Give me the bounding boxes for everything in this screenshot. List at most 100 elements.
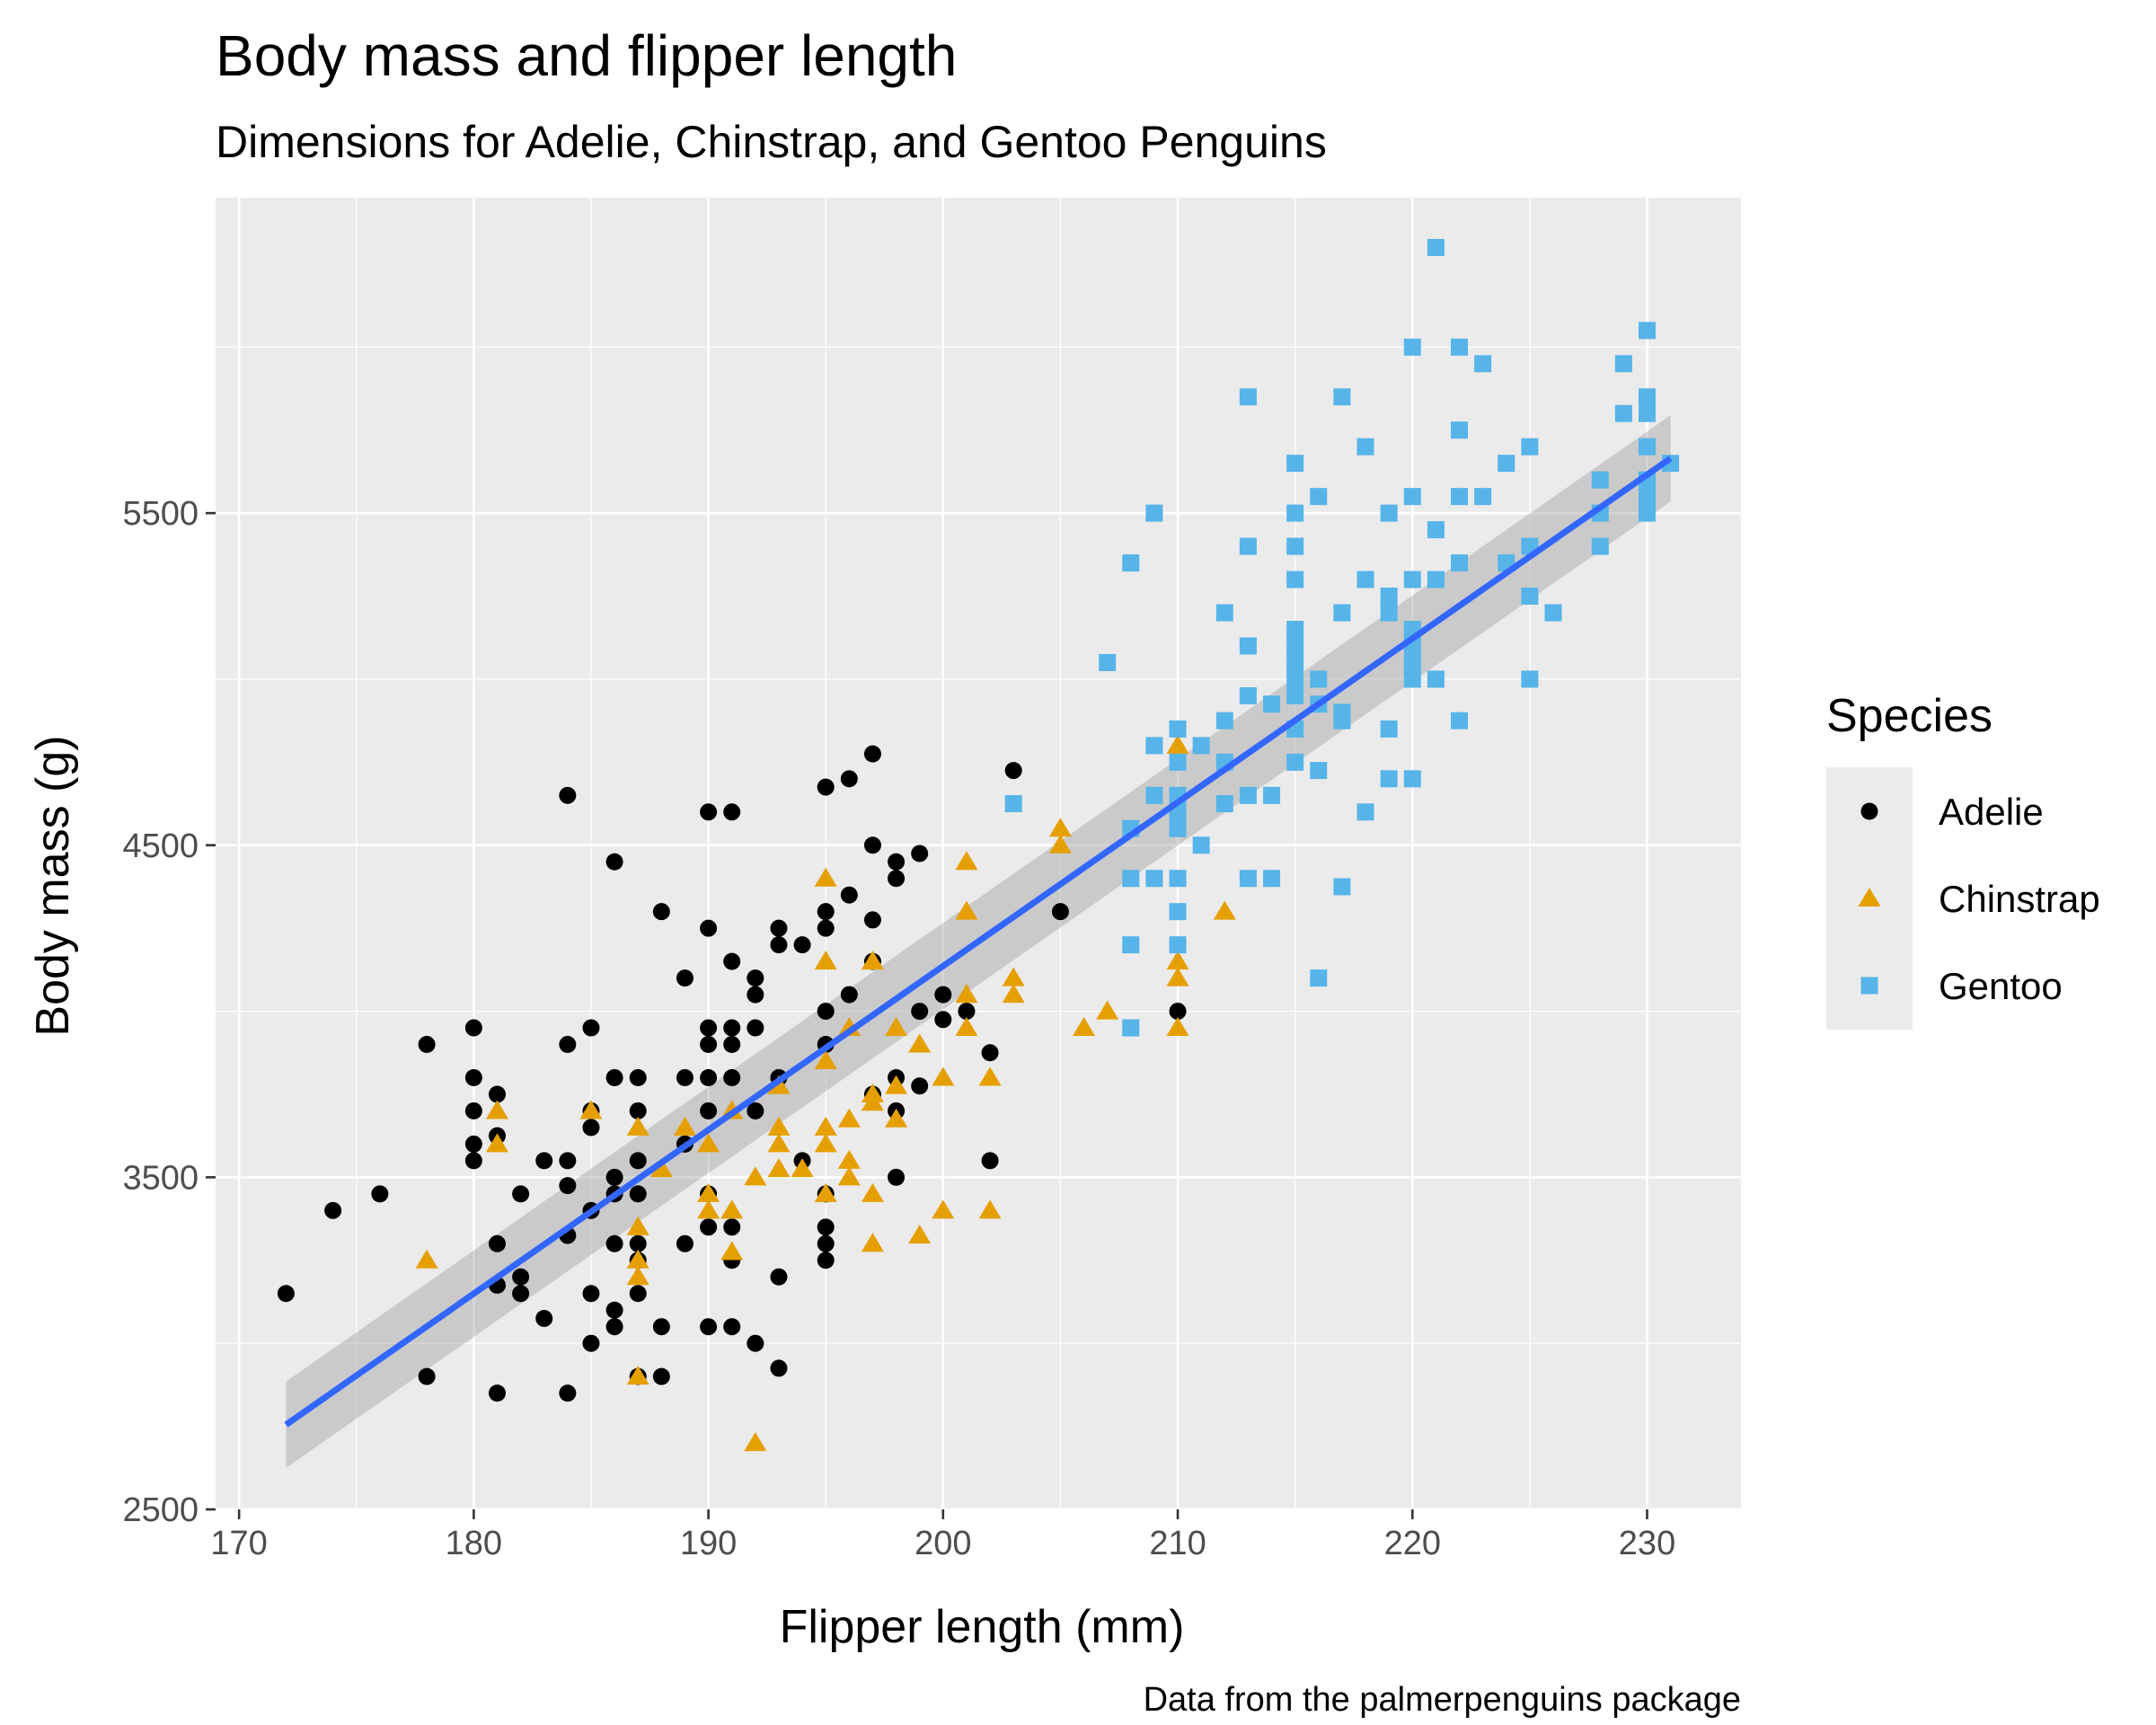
gentoo-point xyxy=(1521,438,1539,456)
gentoo-point xyxy=(1122,1019,1140,1037)
adelie-point xyxy=(324,1201,342,1219)
gentoo-point xyxy=(1380,720,1398,738)
series-gentoo xyxy=(1004,238,1680,1037)
legend-label-gentoo: Gentoo xyxy=(1939,965,2063,1007)
chinstrap-point xyxy=(626,1266,649,1286)
adelie-point xyxy=(559,1036,577,1054)
chinstrap-point xyxy=(814,1116,837,1136)
chinstrap-point xyxy=(626,1216,649,1235)
adelie-point xyxy=(605,1234,623,1252)
chinstrap-point xyxy=(697,1182,720,1202)
gentoo-point xyxy=(1004,795,1022,813)
chinstrap-point xyxy=(1213,900,1236,920)
x-tick-label: 190 xyxy=(680,1525,737,1562)
adelie-point xyxy=(559,786,577,804)
adelie-point xyxy=(700,1218,718,1236)
gentoo-point xyxy=(1356,571,1374,588)
chinstrap-point xyxy=(791,1158,814,1178)
gentoo-point xyxy=(1239,870,1257,888)
adelie-point xyxy=(605,1318,623,1336)
chinstrap-point xyxy=(932,1199,955,1219)
adelie-point xyxy=(629,1285,647,1303)
regression-line xyxy=(284,456,1673,1428)
gentoo-point xyxy=(1380,588,1398,606)
y-tick-label: 2500 xyxy=(122,1491,199,1529)
adelie-point xyxy=(981,1152,999,1170)
gentoo-point xyxy=(1286,753,1304,771)
gentoo-point xyxy=(1310,762,1328,780)
chart-subtitle: Dimensions for Adelie, Chinstrap, and Ge… xyxy=(216,117,1327,167)
y-tick-label: 3500 xyxy=(122,1159,199,1197)
gentoo-point xyxy=(1263,695,1281,713)
adelie-point xyxy=(464,1101,482,1119)
chinstrap-point xyxy=(1048,834,1072,854)
chinstrap-point xyxy=(485,1133,508,1153)
gentoo-point xyxy=(1591,537,1609,555)
adelie-point xyxy=(582,1119,600,1137)
chinstrap-point xyxy=(767,1158,791,1178)
gentoo-point xyxy=(1639,404,1657,422)
x-tick-label: 210 xyxy=(1149,1525,1206,1562)
chinstrap-point xyxy=(415,1249,438,1269)
legend-label-chinstrap: Chinstrap xyxy=(1939,878,2100,920)
gentoo-point xyxy=(1403,770,1421,788)
adelie-point xyxy=(911,1077,929,1095)
gentoo-point xyxy=(1451,338,1469,356)
adelie-point xyxy=(770,919,788,937)
adelie-point xyxy=(629,1152,647,1170)
chinstrap-point xyxy=(814,1050,837,1070)
gentoo-point xyxy=(1286,621,1304,639)
adelie-point xyxy=(793,936,811,954)
gentoo-point xyxy=(1192,737,1210,755)
gentoo-point xyxy=(1498,455,1515,473)
adelie-point xyxy=(512,1185,530,1203)
chart-caption: Data from the palmerpenguins package xyxy=(1144,1681,1741,1719)
gentoo-point xyxy=(1544,604,1562,622)
gentoo-point xyxy=(1403,338,1421,356)
adelie-point xyxy=(888,870,906,888)
gentoo-point xyxy=(1333,604,1351,622)
chinstrap-point xyxy=(1166,734,1189,754)
gentoo-point xyxy=(1239,686,1257,704)
gentoo-point xyxy=(1639,504,1657,522)
x-tick-label: 200 xyxy=(915,1525,971,1562)
adelie-point xyxy=(512,1268,530,1286)
chinstrap-point xyxy=(1096,1000,1119,1020)
gentoo-point xyxy=(1122,870,1140,888)
adelie-point xyxy=(817,903,835,921)
chinstrap-point xyxy=(1166,1017,1189,1037)
gentoo-point xyxy=(1099,653,1117,671)
gentoo-point xyxy=(1403,653,1421,671)
gentoo-point xyxy=(1380,604,1398,622)
plot-panel xyxy=(216,198,1741,1509)
chinstrap-point xyxy=(697,1199,720,1219)
gentoo-point xyxy=(1145,504,1163,522)
gentoo-point xyxy=(1192,836,1210,854)
gentoo-point xyxy=(1403,488,1421,506)
adelie-point xyxy=(418,1036,436,1054)
gentoo-point xyxy=(1427,238,1445,256)
chinstrap-point xyxy=(837,1149,861,1169)
adelie-point xyxy=(559,1384,577,1402)
gentoo-point xyxy=(1169,720,1187,738)
chinstrap-point xyxy=(626,1366,649,1385)
adelie-point xyxy=(582,1285,600,1303)
adelie-point xyxy=(464,1068,482,1086)
x-tick-label: 180 xyxy=(446,1525,502,1562)
gentoo-point xyxy=(1122,936,1140,954)
adelie-point xyxy=(723,803,741,821)
adelie-point xyxy=(981,1044,999,1062)
gentoo-point xyxy=(1145,786,1163,804)
adelie-point xyxy=(371,1185,389,1203)
chinstrap-point xyxy=(885,1108,908,1128)
chinstrap-point xyxy=(861,1182,884,1202)
adelie-point xyxy=(911,845,929,862)
adelie-point xyxy=(464,1019,482,1037)
adelie-point xyxy=(676,969,694,987)
gentoo-point xyxy=(1286,571,1304,588)
chinstrap-point xyxy=(861,1092,884,1111)
adelie-point xyxy=(700,1019,718,1037)
chinstrap-point xyxy=(861,951,884,970)
x-axis: 170 180 190 200 210 220 230 xyxy=(210,1509,1675,1562)
gentoo-point xyxy=(1521,670,1539,688)
